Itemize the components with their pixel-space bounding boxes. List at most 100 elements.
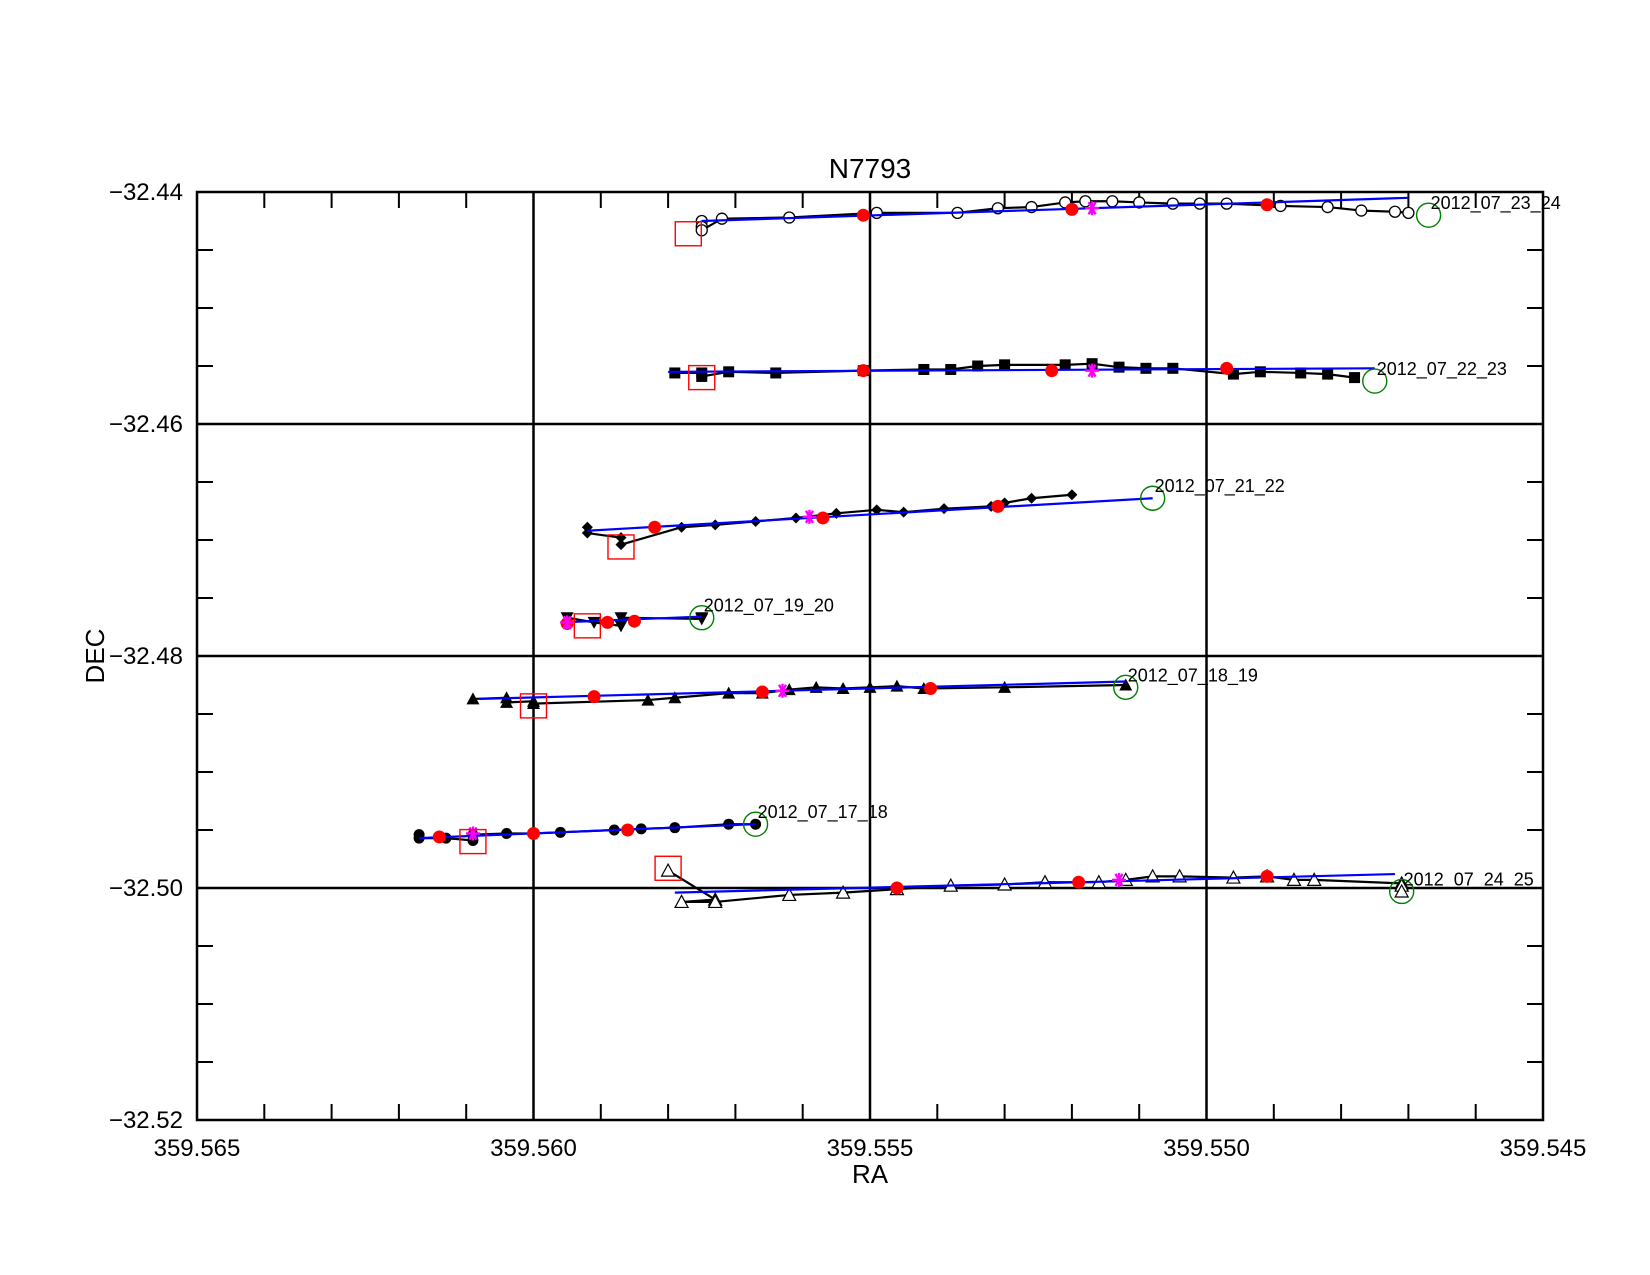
data-point	[1322, 368, 1334, 380]
plot-frame	[195, 190, 1545, 1122]
series-2012_07_21_22: 2012_07_21_22	[581, 476, 1285, 560]
data-point	[1166, 197, 1179, 210]
fit-point	[587, 690, 601, 704]
end-circle	[1415, 202, 1442, 228]
start-box	[519, 693, 548, 719]
mid-marker-asterisk	[1112, 872, 1127, 887]
fit-point	[627, 614, 641, 628]
y-tick-label: −32.48	[109, 643, 183, 670]
x-tick-label: 359.555	[827, 1135, 914, 1162]
fit-line	[668, 367, 1375, 373]
data-point	[1079, 195, 1092, 208]
x-tick-label: 359.545	[1500, 1135, 1587, 1162]
data-point	[668, 691, 682, 704]
data-point	[1145, 868, 1161, 883]
data-point	[1119, 678, 1133, 691]
chart-title: N7793	[829, 153, 912, 184]
fit-line	[479, 680, 1126, 701]
data-point	[835, 884, 851, 899]
data-point	[863, 680, 877, 693]
series-2012_07_18_19: 2012_07_18_19	[466, 665, 1258, 719]
x-tick-label: 359.560	[490, 1135, 577, 1162]
start-box	[573, 613, 602, 639]
end-circle	[1139, 485, 1166, 511]
end-circle	[689, 605, 715, 631]
fit-line	[674, 872, 1395, 894]
fit-point	[816, 511, 830, 525]
x-tick-label: 359.550	[1163, 1135, 1250, 1162]
data-point	[871, 504, 883, 516]
series-2012_07_22_23: 2012_07_22_23	[668, 358, 1507, 394]
fit-point	[856, 364, 870, 378]
data-point	[615, 539, 627, 551]
data-point	[1133, 196, 1146, 209]
fit-point	[601, 615, 615, 629]
mid-marker-asterisk	[560, 615, 575, 630]
data-point	[1227, 368, 1239, 380]
data-point	[466, 692, 480, 705]
data-point	[1254, 366, 1266, 378]
fit-point	[755, 685, 769, 699]
data-point	[1295, 367, 1307, 379]
fit-point	[621, 823, 635, 837]
series-label: 2012_07_22_23	[1377, 359, 1507, 380]
y-tick-label: −32.52	[109, 1107, 183, 1134]
data-point	[1066, 489, 1078, 501]
fit-point	[1220, 361, 1234, 375]
track-line	[472, 683, 1126, 705]
data-point	[1026, 492, 1038, 504]
end-circle	[1388, 878, 1415, 905]
data-point	[723, 818, 735, 830]
data-point	[999, 359, 1011, 371]
data-point	[1402, 206, 1415, 220]
fit-point	[890, 881, 904, 895]
data-point	[715, 212, 729, 225]
data-point	[998, 680, 1012, 693]
fit-point	[648, 520, 662, 534]
fit-line	[701, 196, 1409, 223]
series-label: 2012_07_23_24	[1431, 193, 1561, 214]
data-point	[669, 367, 681, 379]
data-point	[641, 693, 655, 706]
y-axis-label: DEC	[80, 629, 110, 684]
start-box	[654, 855, 682, 881]
grid-lines	[197, 192, 1543, 1120]
start-box	[459, 828, 487, 855]
y-tick-label: −32.44	[109, 179, 183, 206]
y-tick-label: −32.50	[109, 875, 183, 902]
data-point	[660, 862, 676, 877]
start-box	[688, 364, 716, 391]
x-tick-label: 359.565	[154, 1135, 241, 1162]
data-point	[527, 697, 540, 710]
fit-point	[527, 826, 540, 840]
x-tick-labels: 359.565 359.560 359.555 359.550 359.545	[154, 1135, 1587, 1162]
series-2012_07_19_20: 2012_07_19_20	[560, 596, 834, 639]
mid-marker-asterisk	[775, 683, 790, 698]
data-point	[1286, 872, 1302, 886]
data-point	[1321, 200, 1334, 214]
data-point	[709, 519, 721, 531]
data-point	[500, 695, 514, 708]
fit-line	[587, 497, 1153, 532]
y-tick-label: −32.46	[109, 411, 183, 438]
series-2012_07_17_18: 2012_07_17_18	[413, 802, 888, 855]
series-label: 2012_07_21_22	[1155, 476, 1285, 497]
fit-point	[432, 830, 446, 844]
series-label: 2012_07_19_20	[704, 596, 834, 617]
series-2012_07_24_25: 2012_07_24_25	[654, 855, 1534, 909]
data-point	[1059, 359, 1071, 371]
data-point	[1037, 874, 1053, 889]
fit-point	[1260, 869, 1274, 883]
data-point	[614, 612, 628, 625]
fit-point	[1045, 364, 1059, 378]
data-point	[695, 612, 709, 625]
mid-marker-asterisk	[1085, 201, 1100, 216]
end-circle	[1113, 674, 1139, 701]
data-point	[836, 681, 850, 694]
track-line	[700, 200, 1409, 233]
x-axis-label: RA	[852, 1159, 889, 1189]
fit-point	[1072, 875, 1086, 889]
data-point	[1113, 361, 1125, 373]
data-point	[1140, 362, 1152, 374]
